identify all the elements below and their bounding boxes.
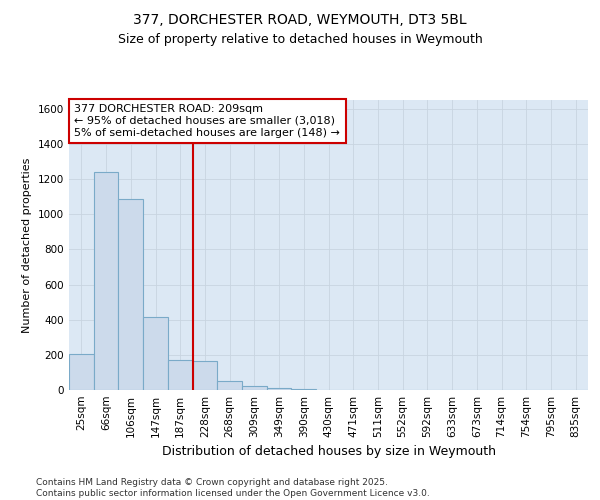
Bar: [217, 381, 242, 390]
Text: Contains HM Land Registry data © Crown copyright and database right 2025.
Contai: Contains HM Land Registry data © Crown c…: [36, 478, 430, 498]
Bar: [143, 317, 168, 390]
Bar: [94, 172, 118, 390]
Text: 377, DORCHESTER ROAD, WEYMOUTH, DT3 5BL: 377, DORCHESTER ROAD, WEYMOUTH, DT3 5BL: [133, 12, 467, 26]
Bar: [168, 360, 193, 390]
Bar: [118, 200, 143, 390]
Bar: [242, 386, 267, 390]
Bar: [292, 389, 316, 390]
Bar: [267, 388, 292, 390]
Y-axis label: Number of detached properties: Number of detached properties: [22, 158, 32, 332]
Text: 377 DORCHESTER ROAD: 209sqm
← 95% of detached houses are smaller (3,018)
5% of s: 377 DORCHESTER ROAD: 209sqm ← 95% of det…: [74, 104, 340, 138]
Bar: [193, 361, 217, 390]
X-axis label: Distribution of detached houses by size in Weymouth: Distribution of detached houses by size …: [161, 446, 496, 458]
Bar: [69, 354, 94, 390]
Text: Size of property relative to detached houses in Weymouth: Size of property relative to detached ho…: [118, 32, 482, 46]
